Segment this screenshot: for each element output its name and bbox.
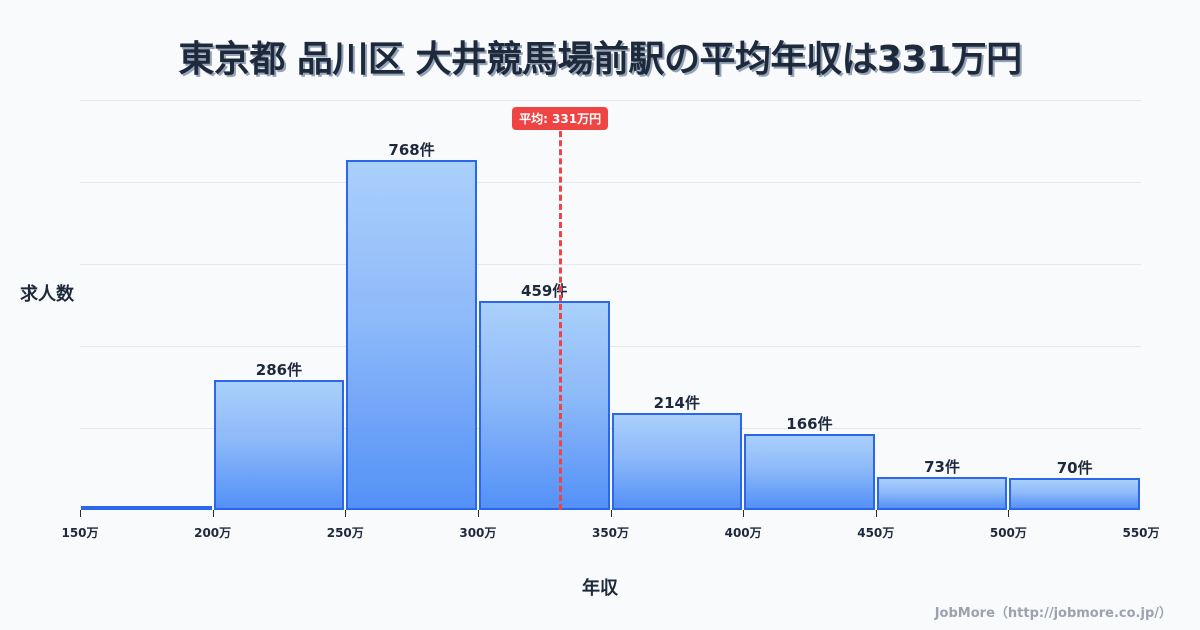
chart-title: 東京都 品川区 大井競馬場前駅の平均年収は331万円 — [178, 39, 1022, 80]
x-tick-label: 450万 — [857, 526, 895, 540]
gridline — [80, 346, 1141, 347]
x-tick-label: 150万 — [61, 526, 99, 540]
bar-value-label: 286件 — [255, 360, 303, 379]
histogram-bar — [876, 476, 1008, 510]
bar-value-label: 459件 — [521, 281, 568, 300]
bar-value-label: 73件 — [924, 457, 960, 476]
gridline — [80, 182, 1141, 183]
histogram-bar — [81, 506, 212, 510]
x-tick — [212, 510, 214, 517]
plot-area: 286件 768件 459件 214件 166件 73件 70件 平均: 331万円 — [80, 100, 1141, 510]
gridline — [80, 100, 1141, 101]
x-tick-label: 200万 — [194, 526, 232, 540]
x-tick-label: 550万 — [1122, 526, 1160, 540]
x-tick-label: 350万 — [591, 526, 630, 540]
x-tick — [1008, 510, 1010, 517]
bar-value-label: 214件 — [653, 393, 700, 412]
x-tick-label: 250万 — [326, 526, 364, 540]
x-tick — [80, 510, 81, 517]
x-tick-label: 400万 — [724, 526, 762, 540]
x-tick-label: 500万 — [989, 526, 1027, 540]
histogram-bar — [744, 434, 875, 510]
gridline — [80, 264, 1141, 265]
gridline — [80, 428, 1141, 429]
histogram-bar — [213, 379, 345, 510]
bar-value-label: 768件 — [388, 141, 435, 160]
y-axis-label: 求人数 — [20, 284, 74, 305]
histogram-bar — [478, 300, 610, 510]
histogram-bar — [1009, 478, 1140, 510]
x-tick — [345, 510, 347, 517]
bar-value-label: 70件 — [1056, 459, 1093, 478]
x-axis: 150万 200万 250万 300万 350万 400万 450万 500万 550万 — [61, 510, 1160, 550]
x-tick — [875, 510, 877, 517]
histogram-bar — [346, 160, 477, 510]
bar-value-label: 166件 — [786, 415, 833, 434]
histogram-bar — [611, 412, 743, 510]
mean-line — [559, 122, 563, 510]
mean-badge: 平均: 331万円 — [512, 107, 609, 130]
x-tick — [610, 510, 612, 517]
source-credit: JobMore（http://jobmore.co.jp/） — [934, 606, 1172, 621]
x-axis-label: 年収 — [582, 578, 618, 599]
x-tick — [477, 510, 479, 517]
x-tick — [743, 510, 745, 517]
x-tick-label: 300万 — [459, 526, 497, 540]
